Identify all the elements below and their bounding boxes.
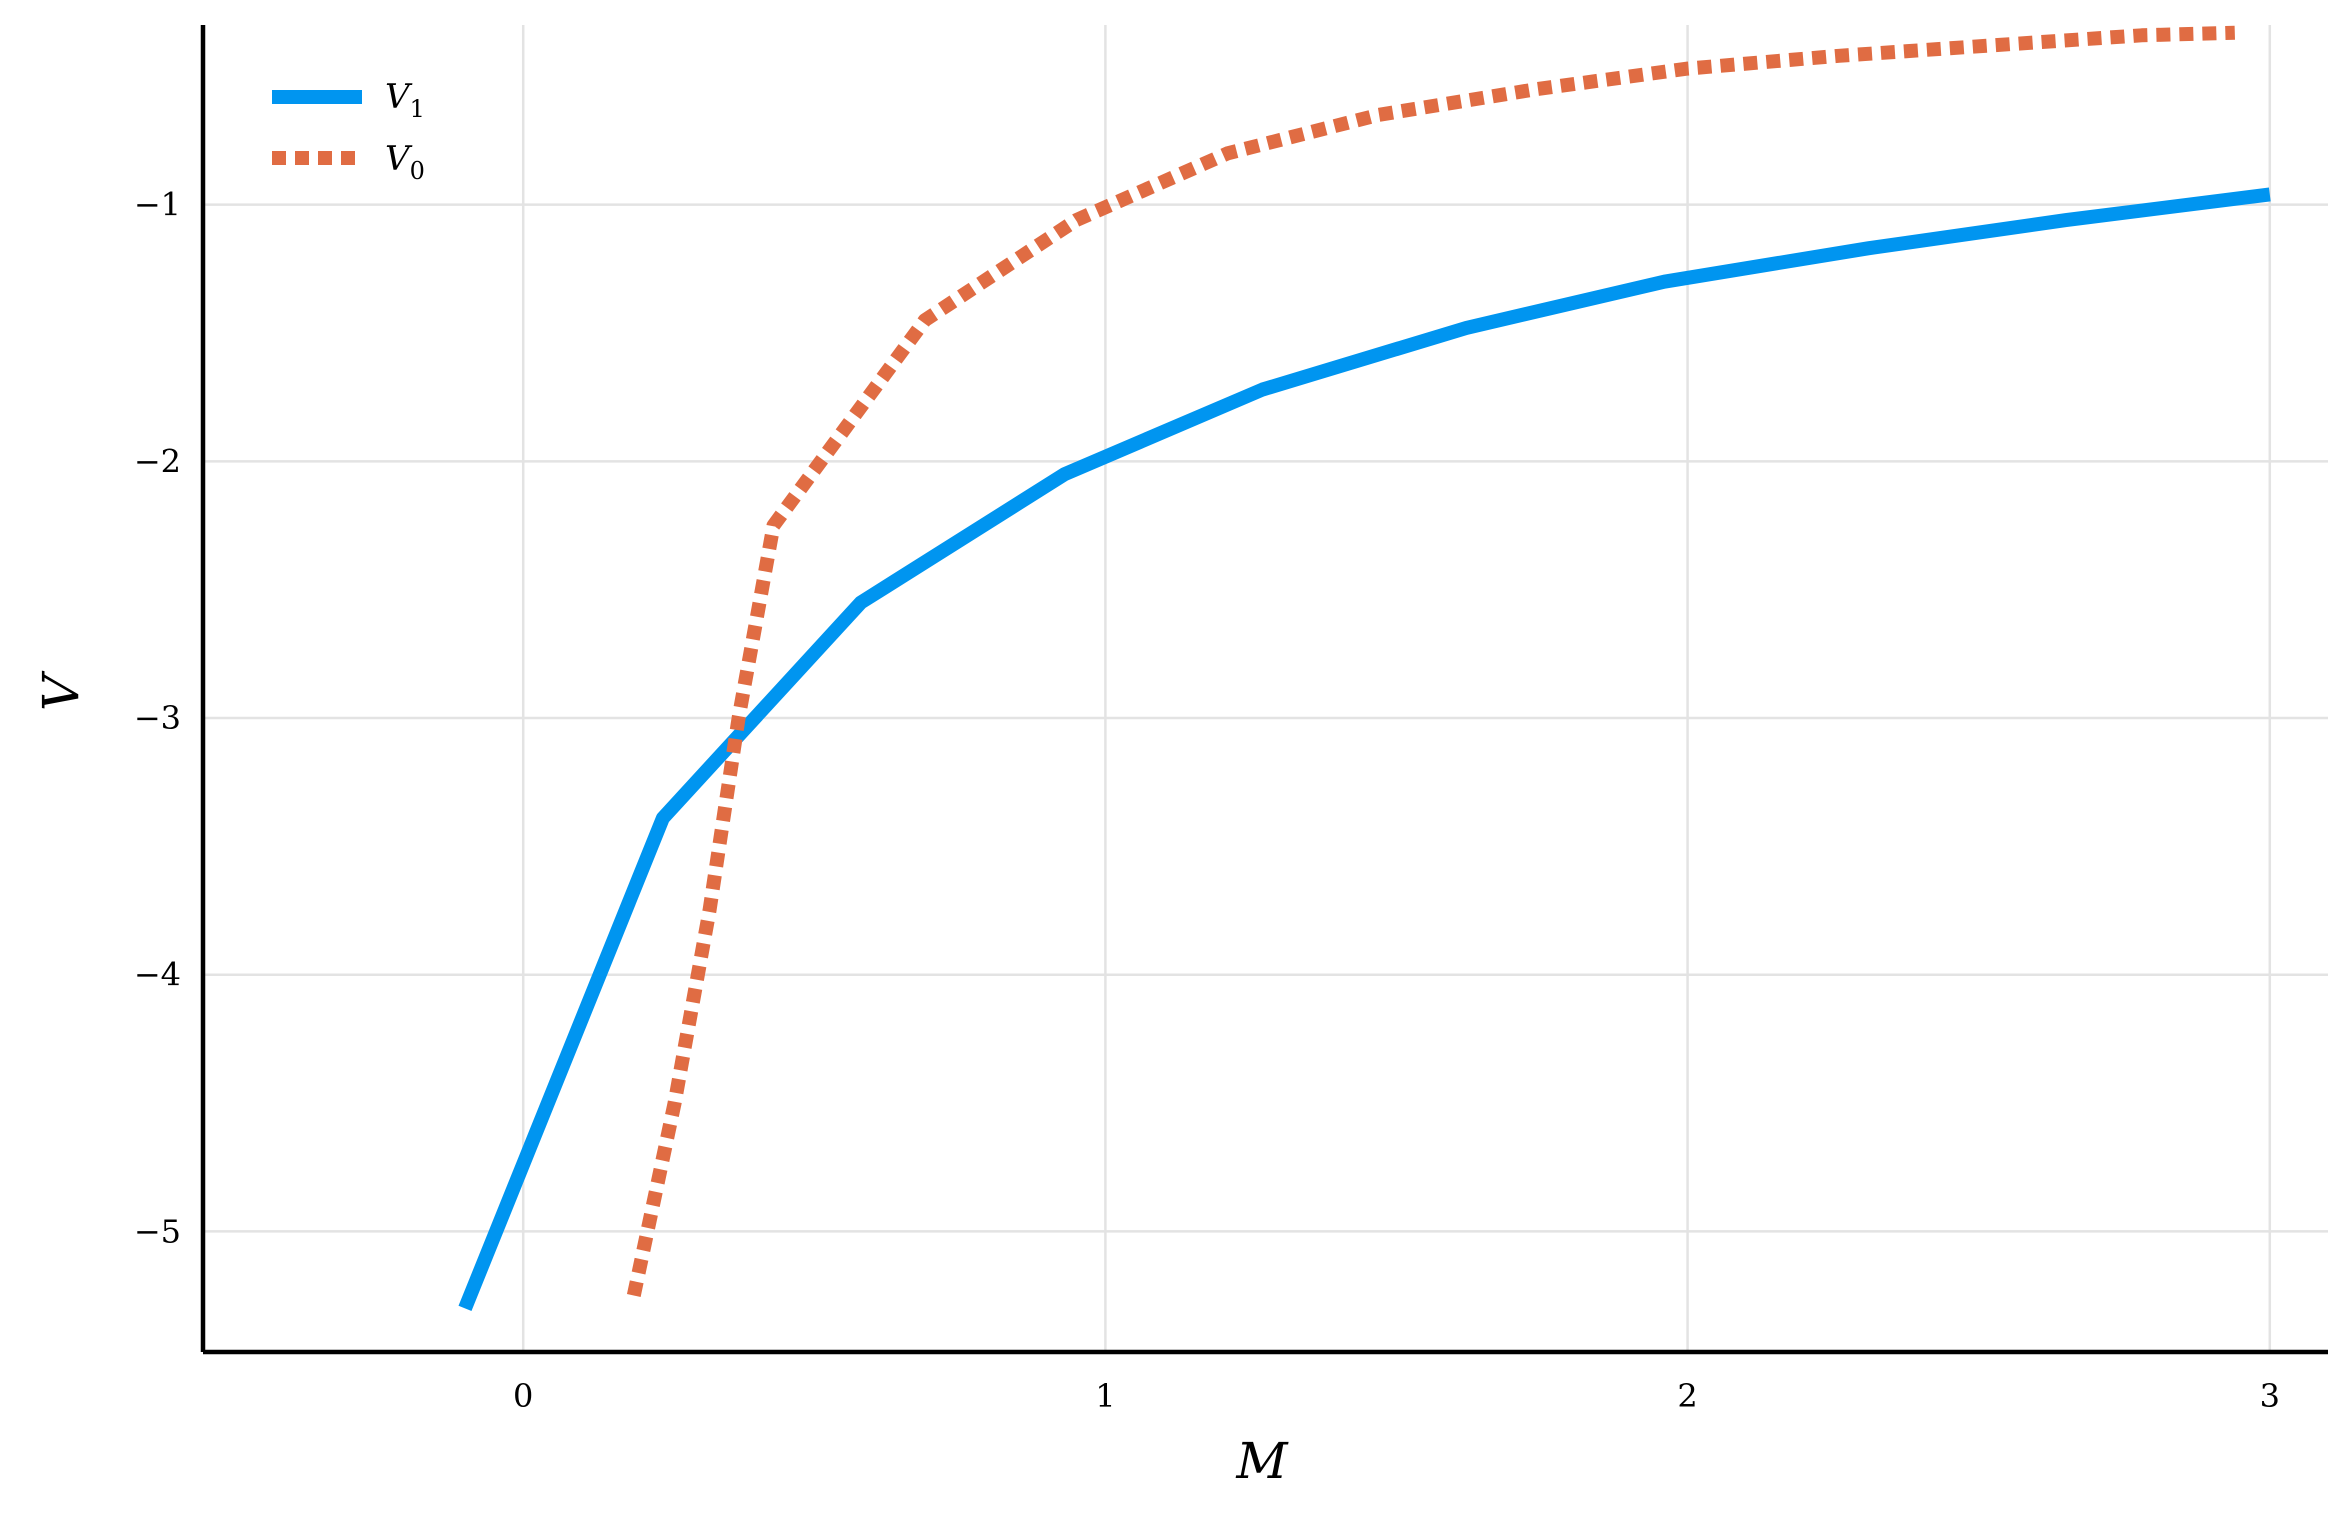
y-tick-label: −2 [134, 442, 181, 480]
y-tick-label: −4 [134, 956, 181, 994]
x-tick-label: 0 [513, 1377, 533, 1415]
y-tick-label: −3 [134, 699, 181, 737]
legend-label-v1-sub: 1 [410, 95, 425, 123]
plot-area [458, 25, 2271, 1312]
legend-label-v0: V0 [385, 139, 425, 185]
y-axis-title: V [32, 670, 90, 711]
legend: V1 V0 [272, 77, 425, 185]
y-tick-label: −5 [134, 1212, 181, 1250]
legend-label-v0-sub: 0 [410, 157, 425, 185]
series-line-v0 [626, 25, 2235, 1297]
x-tick-label: 1 [1095, 1377, 1115, 1415]
legend-label-v0-main: V [385, 139, 413, 179]
grid [203, 25, 2328, 1352]
axes [200, 25, 2328, 1355]
series-line-v1 [458, 187, 2271, 1312]
x-tick-label: 2 [1677, 1377, 1697, 1415]
x-tick-label: 3 [2260, 1377, 2280, 1415]
tick-labels: 0 1 2 3 −1 −2 −3 −4 −5 [134, 186, 2280, 1415]
x-axis-title: M [1235, 1432, 1289, 1490]
y-tick-label: −1 [134, 186, 181, 224]
legend-label-v1: V1 [385, 77, 425, 123]
legend-label-v1-main: V [385, 77, 413, 117]
